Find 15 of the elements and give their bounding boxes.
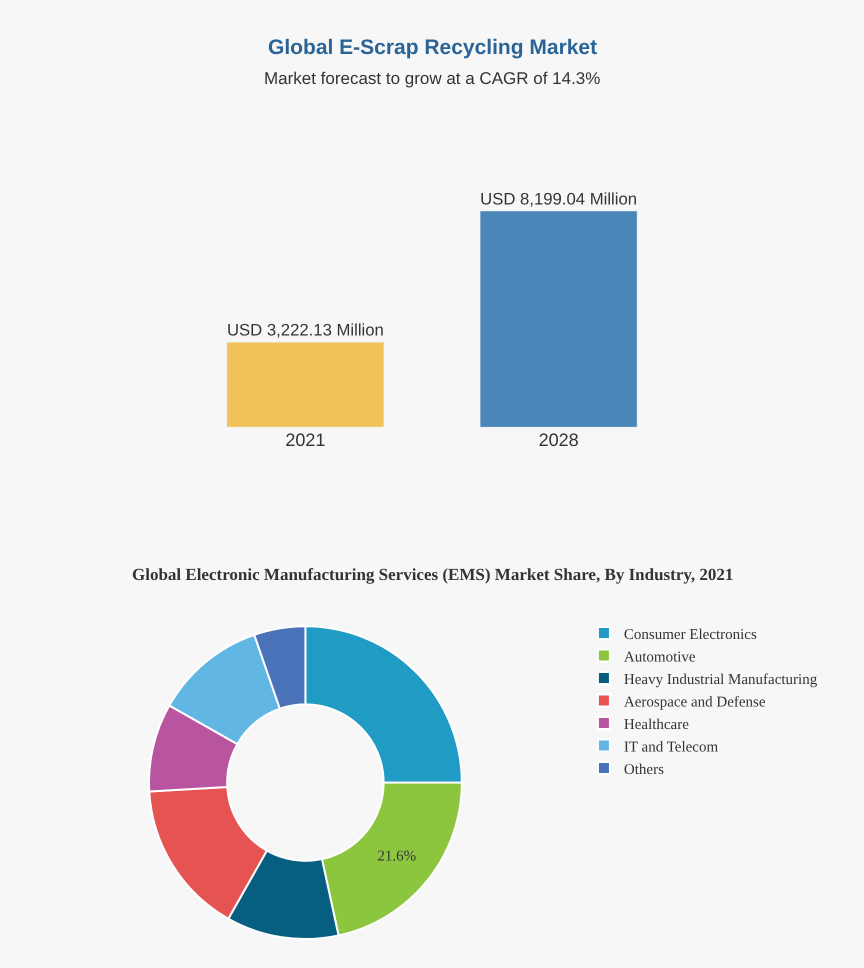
x-tick-label: 2028 bbox=[538, 430, 579, 450]
x-tick-label: 2021 bbox=[285, 430, 326, 450]
legend-label: IT and Telecom bbox=[624, 739, 718, 756]
legend-label: Aerospace and Defense bbox=[624, 694, 766, 710]
legend-label: Consumer Electronics bbox=[624, 626, 757, 643]
legend-label: Healthcare bbox=[624, 716, 690, 733]
chart-title: Global Electronic Manufacturing Services (EMS) Market Share, By Industry, 2021 bbox=[132, 565, 734, 584]
data-label: USD 3,222.13 Million bbox=[226, 320, 384, 340]
chart-subtitle: Market forecast to grow at a CAGR of 14.3% bbox=[264, 69, 600, 88]
legend-label: Heavy Industrial Manufacturing bbox=[624, 672, 818, 688]
data-label: 21.6% bbox=[377, 848, 416, 864]
legend-label: Automotive bbox=[624, 649, 696, 666]
legend-label: Others bbox=[624, 762, 664, 778]
chart-title: Global E-Scrap Recycling Market bbox=[268, 36, 598, 59]
data-label: USD 8,199.04 Million bbox=[480, 189, 638, 208]
